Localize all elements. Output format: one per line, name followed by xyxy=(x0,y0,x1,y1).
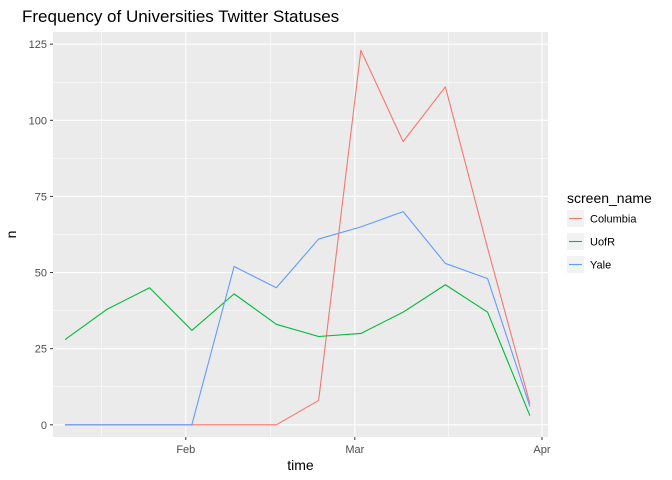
chart-title: Frequency of Universities Twitter Status… xyxy=(22,7,339,26)
x-axis: Feb Mar Apr xyxy=(176,437,551,456)
x-tick-label: Apr xyxy=(533,444,550,456)
series-lines xyxy=(64,49,531,426)
legend-label: UofR xyxy=(590,237,615,249)
y-tick-label: 125 xyxy=(29,39,47,51)
y-tick-label: 75 xyxy=(35,191,47,203)
legend: screen_name Columbia UofR Yale xyxy=(567,190,652,273)
y-tick-label: 100 xyxy=(29,115,47,127)
legend-title: screen_name xyxy=(567,190,652,206)
y-tick-label: 50 xyxy=(35,268,47,280)
y-axis: 0 25 50 75 100 125 xyxy=(29,39,53,432)
x-tick-label: Feb xyxy=(176,444,195,456)
y-axis-title: n xyxy=(3,231,19,239)
x-tick-label: Mar xyxy=(345,444,364,456)
legend-label: Columbia xyxy=(590,214,637,226)
y-tick-label: 25 xyxy=(35,344,47,356)
series-line-yale xyxy=(65,211,531,426)
x-axis-title: time xyxy=(287,457,314,473)
y-tick-label: 0 xyxy=(41,420,47,432)
legend-label: Yale xyxy=(590,260,611,272)
series-line-uofr xyxy=(64,284,531,416)
